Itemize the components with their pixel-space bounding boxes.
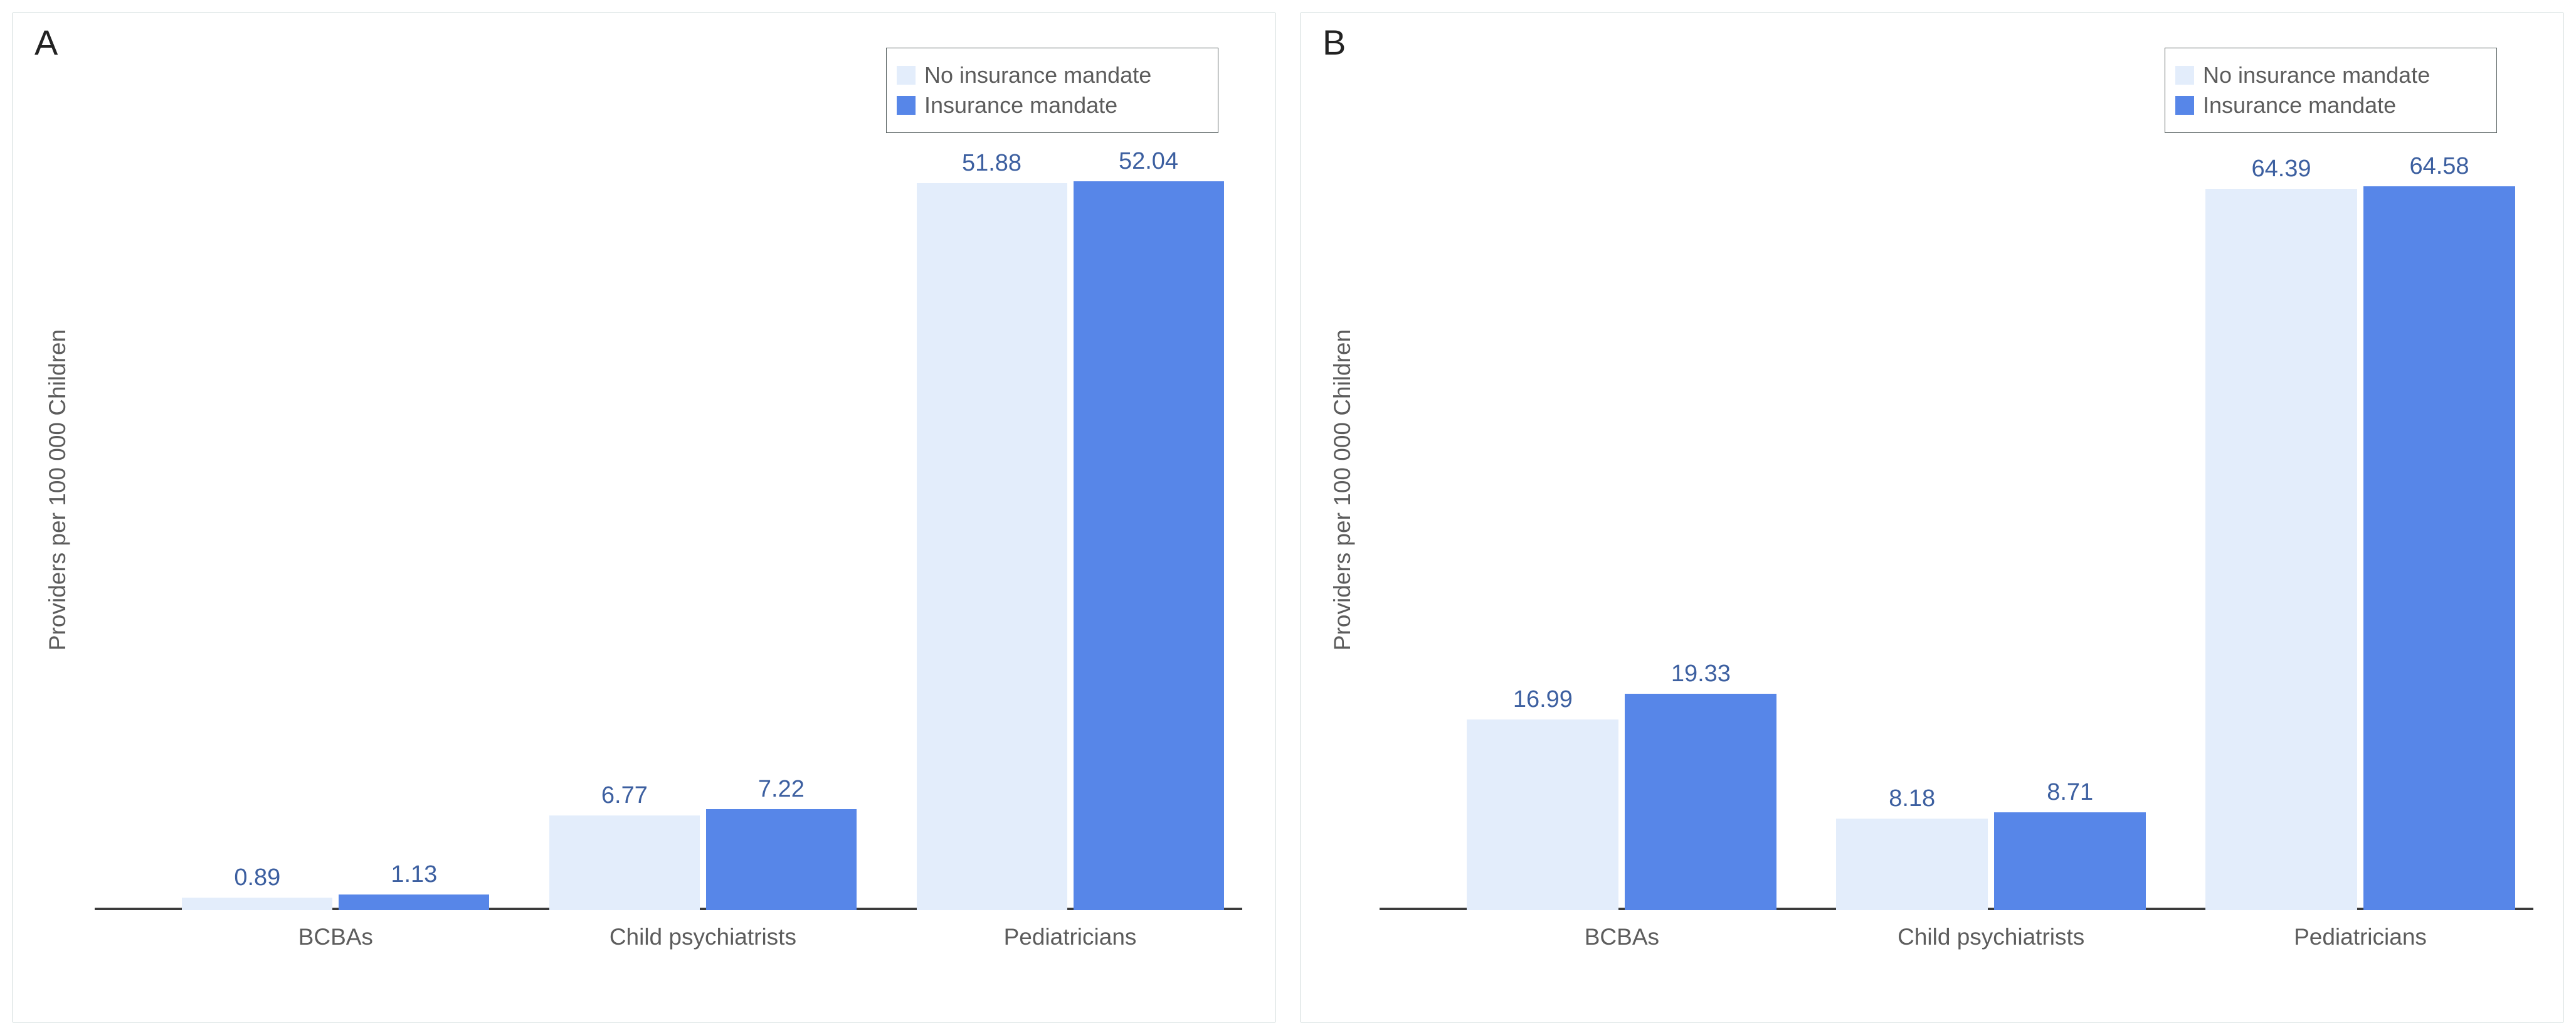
bar-value-label: 51.88 — [962, 150, 1021, 177]
bar-group: 6.777.22Child psychiatrists — [549, 70, 857, 910]
bar-value-label: 7.22 — [758, 776, 805, 803]
bar-value-label: 64.39 — [2251, 156, 2311, 183]
bar: 64.39 — [2205, 189, 2357, 910]
bar-group: 8.188.71Child psychiatrists — [1836, 70, 2146, 910]
bar-group: 64.3964.58Pediatricians — [2205, 70, 2515, 910]
bar-value-label: 52.04 — [1119, 148, 1178, 175]
bar-value-label: 19.33 — [1671, 661, 1731, 687]
bar: 0.89 — [182, 898, 332, 910]
panel-label: B — [1322, 22, 1346, 63]
panel-B: BProviders per 100 000 ChildrenNo insura… — [1301, 13, 2563, 1022]
bar-value-label: 6.77 — [601, 782, 648, 809]
y-axis-label: Providers per 100 000 Children — [45, 329, 71, 650]
plot-area: 16.9919.33BCBAs8.188.71Child psychiatris… — [1380, 70, 2533, 910]
panel-label: A — [34, 22, 58, 63]
bar-group: 0.891.13BCBAs — [182, 70, 489, 910]
category-label: Child psychiatrists — [1898, 924, 2084, 950]
panel-A: AProviders per 100 000 ChildrenNo insura… — [13, 13, 1275, 1022]
figure: AProviders per 100 000 ChildrenNo insura… — [13, 13, 2563, 1022]
bar: 19.33 — [1625, 694, 1776, 910]
bar: 16.99 — [1467, 719, 1618, 910]
category-label: Child psychiatrists — [610, 924, 796, 950]
bar: 8.71 — [1994, 812, 2146, 910]
plot-area: 0.891.13BCBAs6.777.22Child psychiatrists… — [95, 70, 1242, 910]
category-label: Pediatricians — [2294, 924, 2427, 950]
bar: 1.13 — [339, 894, 489, 910]
category-label: Pediatricians — [1004, 924, 1137, 950]
bar-value-label: 64.58 — [2409, 153, 2469, 180]
bar-value-label: 16.99 — [1513, 686, 1573, 713]
y-axis-label: Providers per 100 000 Children — [1329, 329, 1356, 650]
bar: 8.18 — [1836, 819, 1988, 910]
category-label: BCBAs — [298, 924, 373, 950]
bar: 52.04 — [1074, 181, 1224, 910]
category-label: BCBAs — [1585, 924, 1659, 950]
bar-value-label: 1.13 — [391, 861, 437, 888]
bar: 7.22 — [706, 809, 857, 910]
bar-group: 51.8852.04Pediatricians — [917, 70, 1224, 910]
bar: 6.77 — [549, 815, 700, 910]
bar: 51.88 — [917, 183, 1067, 910]
bar-value-label: 0.89 — [234, 864, 280, 891]
bar-group: 16.9919.33BCBAs — [1467, 70, 1776, 910]
bar-value-label: 8.18 — [1889, 785, 1935, 812]
bar-value-label: 8.71 — [2047, 779, 2093, 806]
bar: 64.58 — [2363, 186, 2515, 910]
